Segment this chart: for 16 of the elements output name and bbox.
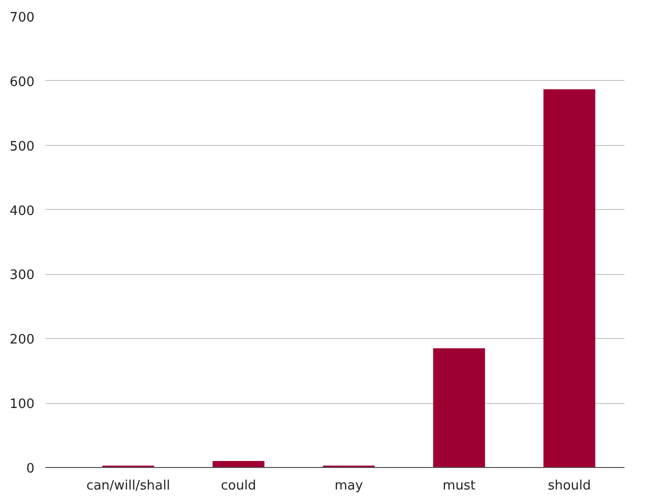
y-tick-label: 300 [10,268,35,284]
y-tick-label: 500 [10,139,35,154]
y-tick-label: 400 [10,204,35,219]
bar [212,461,264,468]
x-tick-label: may [334,478,364,494]
bar [433,348,485,468]
y-tick-label: 100 [10,397,35,412]
y-tick-label: 700 [10,10,35,26]
bar [543,89,596,468]
y-tick-label: 200 [10,332,35,348]
y-tick-label: 600 [10,74,35,90]
y-tick-label: 0 [26,462,35,476]
x-tick-label: must [442,478,476,494]
x-tick-label: should [548,478,591,494]
x-tick-label: can/will/shall [86,478,170,494]
x-tick-label: could [220,478,256,494]
